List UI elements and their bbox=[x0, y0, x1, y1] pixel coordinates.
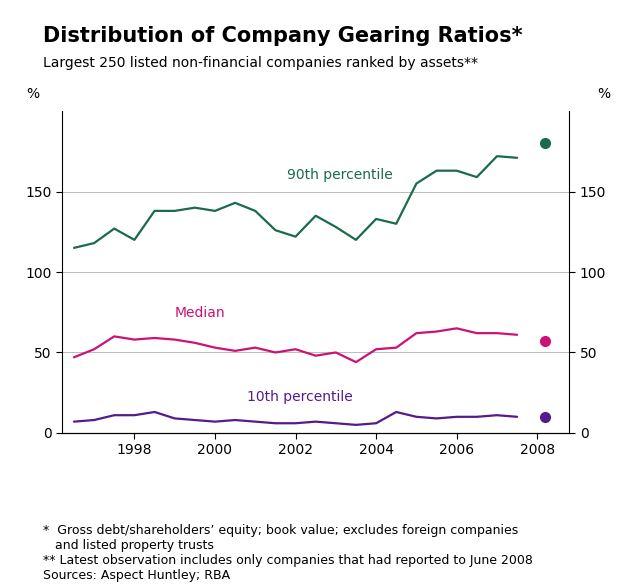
Text: Distribution of Company Gearing Ratios*: Distribution of Company Gearing Ratios* bbox=[43, 26, 523, 46]
Text: 10th percentile: 10th percentile bbox=[247, 390, 353, 404]
Text: Median: Median bbox=[175, 306, 225, 320]
Text: 90th percentile: 90th percentile bbox=[287, 168, 393, 182]
Text: %: % bbox=[27, 88, 40, 101]
Text: *  Gross debt/shareholders’ equity; book value; excludes foreign companies
   an: * Gross debt/shareholders’ equity; book … bbox=[43, 524, 533, 582]
Text: %: % bbox=[597, 88, 610, 101]
Text: Largest 250 listed non-financial companies ranked by assets**: Largest 250 listed non-financial compani… bbox=[43, 56, 478, 70]
